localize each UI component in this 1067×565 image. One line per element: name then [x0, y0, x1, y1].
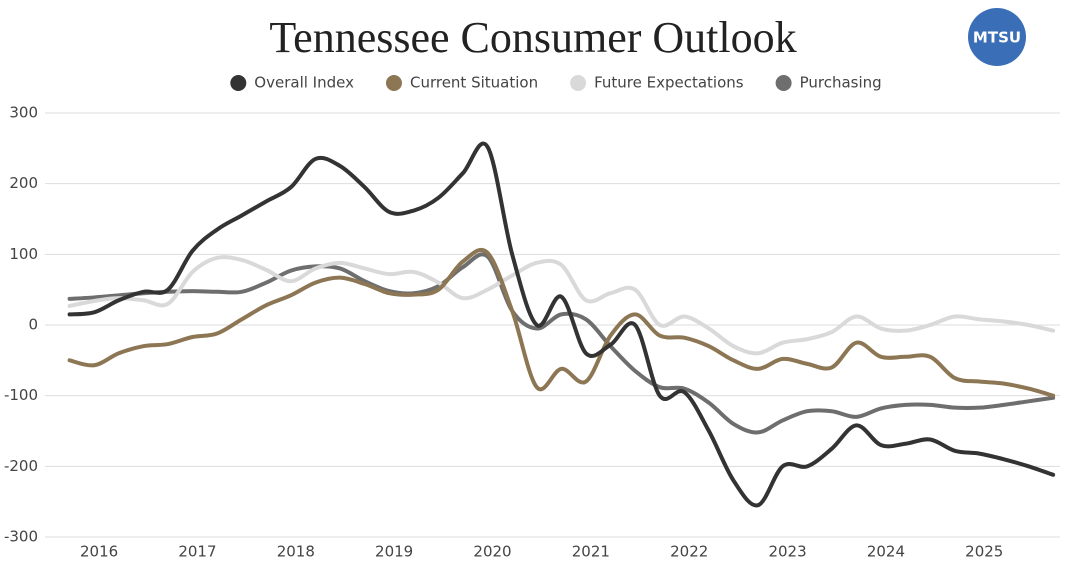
legend-marker	[385, 75, 402, 91]
y-tick-label: -100	[4, 386, 38, 404]
chart-title: Tennessee Consumer Outlook	[269, 13, 796, 62]
x-tick-label: 2025	[965, 543, 1003, 561]
legend-label: Future Expectations	[594, 74, 744, 92]
legend-label: Purchasing	[800, 74, 882, 92]
y-tick-label: -200	[4, 457, 38, 475]
x-tick-label: 2023	[768, 543, 806, 561]
legend-label: Overall Index	[254, 74, 354, 92]
y-tick-label: -300	[4, 528, 38, 546]
series-line	[67, 255, 1056, 356]
x-tick-label: 2024	[867, 543, 905, 561]
series-line	[67, 252, 1056, 435]
legend: Overall Index Current Situation Future Exp…	[230, 74, 882, 92]
x-tick-label: 2019	[375, 543, 413, 561]
y-tick-label: 100	[9, 245, 38, 263]
legend-marker	[570, 75, 587, 91]
y-tick-label: 200	[9, 174, 38, 192]
series-line	[67, 247, 1056, 398]
logo-text: MTSU	[973, 29, 1021, 47]
x-tick-label: 2020	[473, 543, 511, 561]
y-tick-label: 0	[28, 316, 38, 334]
logo-badge	[968, 8, 1026, 66]
x-tick-label: 2016	[80, 543, 118, 561]
y-tick-label: 300	[9, 104, 38, 122]
legend-marker	[775, 75, 792, 91]
series-line	[67, 141, 1056, 508]
x-tick-label: 2021	[572, 543, 610, 561]
legend-label: Current Situation	[410, 74, 538, 92]
legend-marker	[230, 75, 247, 91]
x-tick-label: 2017	[178, 543, 216, 561]
x-tick-label: 2022	[670, 543, 708, 561]
x-tick-label: 2018	[277, 543, 315, 561]
